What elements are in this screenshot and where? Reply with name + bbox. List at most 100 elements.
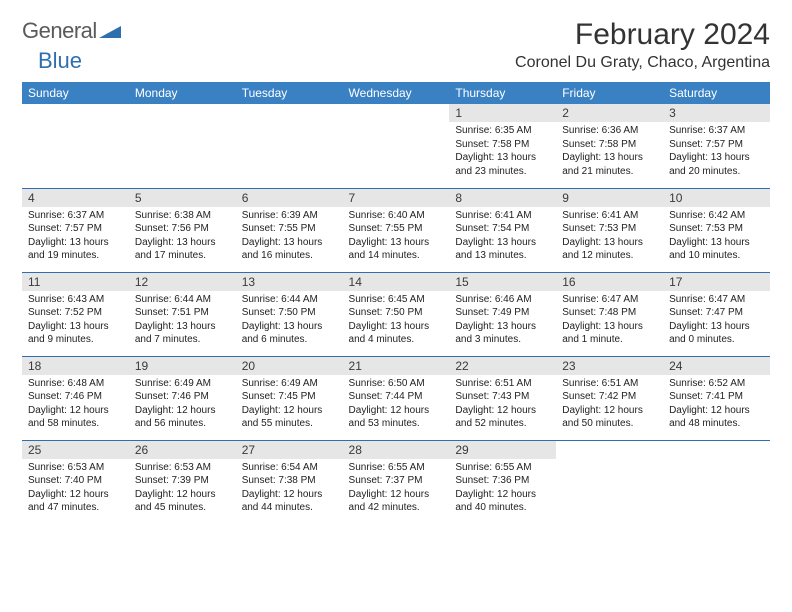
calendar-day-cell: . — [343, 104, 450, 188]
brand-triangle-icon — [99, 18, 121, 44]
daylight-text: Daylight: 13 hours and 6 minutes. — [242, 320, 337, 347]
calendar-week-row: 25Sunrise: 6:53 AMSunset: 7:40 PMDayligh… — [22, 440, 770, 524]
sunset-text: Sunset: 7:36 PM — [455, 474, 550, 488]
day-details: Sunrise: 6:44 AMSunset: 7:50 PMDaylight:… — [236, 293, 343, 351]
sunrise-text: Sunrise: 6:44 AM — [135, 293, 230, 307]
sunset-text: Sunset: 7:41 PM — [669, 390, 764, 404]
sunrise-text: Sunrise: 6:39 AM — [242, 209, 337, 223]
sunrise-text: Sunrise: 6:45 AM — [349, 293, 444, 307]
day-number: 12 — [129, 273, 236, 291]
day-details: Sunrise: 6:51 AMSunset: 7:42 PMDaylight:… — [556, 377, 663, 435]
daylight-text: Daylight: 13 hours and 17 minutes. — [135, 236, 230, 263]
day-number: 16 — [556, 273, 663, 291]
sunrise-text: Sunrise: 6:41 AM — [562, 209, 657, 223]
day-details: Sunrise: 6:54 AMSunset: 7:38 PMDaylight:… — [236, 461, 343, 519]
brand-part2-wrap: Blue — [22, 48, 770, 74]
day-details: Sunrise: 6:45 AMSunset: 7:50 PMDaylight:… — [343, 293, 450, 351]
calendar-day-cell: . — [663, 440, 770, 524]
day-number: 17 — [663, 273, 770, 291]
day-details: Sunrise: 6:39 AMSunset: 7:55 PMDaylight:… — [236, 209, 343, 267]
daylight-text: Daylight: 13 hours and 19 minutes. — [28, 236, 123, 263]
day-details: Sunrise: 6:55 AMSunset: 7:36 PMDaylight:… — [449, 461, 556, 519]
daylight-text: Daylight: 13 hours and 23 minutes. — [455, 151, 550, 178]
calendar-day-cell: 19 Sunrise: 6:49 AMSunset: 7:46 PMDayligh… — [129, 356, 236, 440]
calendar-head: SundayMondayTuesdayWednesdayThursdayFrid… — [22, 82, 770, 104]
sunrise-text: Sunrise: 6:49 AM — [135, 377, 230, 391]
sunrise-text: Sunrise: 6:55 AM — [349, 461, 444, 475]
weekday-header: Wednesday — [343, 82, 450, 104]
day-details: Sunrise: 6:42 AMSunset: 7:53 PMDaylight:… — [663, 209, 770, 267]
daylight-text: Daylight: 13 hours and 0 minutes. — [669, 320, 764, 347]
day-number: 19 — [129, 357, 236, 375]
daylight-text: Daylight: 13 hours and 16 minutes. — [242, 236, 337, 263]
day-number: 4 — [22, 189, 129, 207]
brand-part1: General — [22, 18, 97, 44]
calendar-table: SundayMondayTuesdayWednesdayThursdayFrid… — [22, 82, 770, 524]
calendar-day-cell: 16Sunrise: 6:47 AMSunset: 7:48 PMDayligh… — [556, 272, 663, 356]
day-number: 26 — [129, 441, 236, 459]
sunrise-text: Sunrise: 6:43 AM — [28, 293, 123, 307]
day-number: 20 — [236, 357, 343, 375]
calendar-day-cell: 20Sunrise: 6:49 AMSunset: 7:45 PMDayligh… — [236, 356, 343, 440]
daylight-text: Daylight: 12 hours and 56 minutes. — [135, 404, 230, 431]
day-number: 22 — [449, 357, 556, 375]
day-number: 6 — [236, 189, 343, 207]
sunset-text: Sunset: 7:37 PM — [349, 474, 444, 488]
sunset-text: Sunset: 7:43 PM — [455, 390, 550, 404]
calendar-day-cell: 24Sunrise: 6:52 AMSunset: 7:41 PMDayligh… — [663, 356, 770, 440]
sunset-text: Sunset: 7:55 PM — [349, 222, 444, 236]
daylight-text: Daylight: 12 hours and 58 minutes. — [28, 404, 123, 431]
sunset-text: Sunset: 7:53 PM — [669, 222, 764, 236]
sunrise-text: Sunrise: 6:51 AM — [455, 377, 550, 391]
calendar-day-cell: . — [556, 440, 663, 524]
calendar-day-cell: 6 Sunrise: 6:39 AMSunset: 7:55 PMDaylight… — [236, 188, 343, 272]
sunset-text: Sunset: 7:54 PM — [455, 222, 550, 236]
weekday-header: Thursday — [449, 82, 556, 104]
sunrise-text: Sunrise: 6:50 AM — [349, 377, 444, 391]
sunset-text: Sunset: 7:58 PM — [562, 138, 657, 152]
daylight-text: Daylight: 13 hours and 14 minutes. — [349, 236, 444, 263]
day-details: Sunrise: 6:41 AMSunset: 7:54 PMDaylight:… — [449, 209, 556, 267]
calendar-day-cell: 13 Sunrise: 6:44 AMSunset: 7:50 PMDayligh… — [236, 272, 343, 356]
calendar-week-row: 11Sunrise: 6:43 AMSunset: 7:52 PMDayligh… — [22, 272, 770, 356]
daylight-text: Daylight: 12 hours and 45 minutes. — [135, 488, 230, 515]
day-details: Sunrise: 6:50 AMSunset: 7:44 PMDaylight:… — [343, 377, 450, 435]
sunrise-text: Sunrise: 6:53 AM — [135, 461, 230, 475]
daylight-text: Daylight: 12 hours and 52 minutes. — [455, 404, 550, 431]
sunrise-text: Sunrise: 6:37 AM — [669, 124, 764, 138]
daylight-text: Daylight: 12 hours and 40 minutes. — [455, 488, 550, 515]
sunset-text: Sunset: 7:55 PM — [242, 222, 337, 236]
day-number: 3 — [663, 104, 770, 122]
day-number: 13 — [236, 273, 343, 291]
calendar-page: General February 2024 Coronel Du Graty, … — [0, 0, 792, 534]
day-number: 14 — [343, 273, 450, 291]
day-number: 27 — [236, 441, 343, 459]
calendar-day-cell: 14 Sunrise: 6:45 AMSunset: 7:50 PMDayligh… — [343, 272, 450, 356]
calendar-day-cell: 21Sunrise: 6:50 AMSunset: 7:44 PMDayligh… — [343, 356, 450, 440]
daylight-text: Daylight: 13 hours and 20 minutes. — [669, 151, 764, 178]
calendar-day-cell: 9Sunrise: 6:41 AMSunset: 7:53 PMDaylight… — [556, 188, 663, 272]
sunset-text: Sunset: 7:46 PM — [28, 390, 123, 404]
sunrise-text: Sunrise: 6:51 AM — [562, 377, 657, 391]
sunrise-text: Sunrise: 6:52 AM — [669, 377, 764, 391]
sunrise-text: Sunrise: 6:40 AM — [349, 209, 444, 223]
weekday-header: Saturday — [663, 82, 770, 104]
sunrise-text: Sunrise: 6:53 AM — [28, 461, 123, 475]
weekday-header-row: SundayMondayTuesdayWednesdayThursdayFrid… — [22, 82, 770, 104]
day-details: Sunrise: 6:46 AMSunset: 7:49 PMDaylight:… — [449, 293, 556, 351]
daylight-text: Daylight: 13 hours and 7 minutes. — [135, 320, 230, 347]
sunset-text: Sunset: 7:46 PM — [135, 390, 230, 404]
sunset-text: Sunset: 7:58 PM — [455, 138, 550, 152]
sunset-text: Sunset: 7:45 PM — [242, 390, 337, 404]
day-number: 10 — [663, 189, 770, 207]
sunset-text: Sunset: 7:57 PM — [28, 222, 123, 236]
calendar-day-cell: 3Sunrise: 6:37 AMSunset: 7:57 PMDaylight… — [663, 104, 770, 188]
day-number: 28 — [343, 441, 450, 459]
calendar-week-row: 4Sunrise: 6:37 AMSunset: 7:57 PMDaylight… — [22, 188, 770, 272]
sunrise-text: Sunrise: 6:38 AM — [135, 209, 230, 223]
daylight-text: Daylight: 13 hours and 3 minutes. — [455, 320, 550, 347]
calendar-day-cell: 17Sunrise: 6:47 AMSunset: 7:47 PMDayligh… — [663, 272, 770, 356]
daylight-text: Daylight: 13 hours and 21 minutes. — [562, 151, 657, 178]
brand-logo: General — [22, 18, 121, 44]
calendar-day-cell: 12Sunrise: 6:44 AMSunset: 7:51 PMDayligh… — [129, 272, 236, 356]
